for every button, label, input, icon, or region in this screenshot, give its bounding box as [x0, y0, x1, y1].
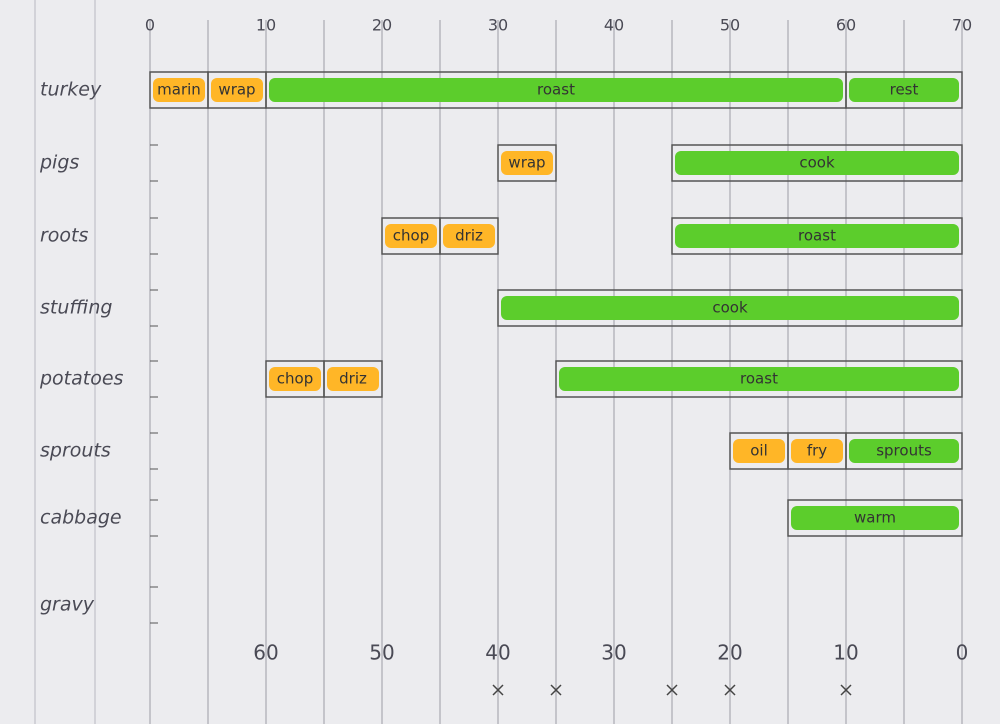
task-bar: [675, 224, 959, 248]
task-bar: [849, 439, 959, 463]
row-label: pigs: [39, 152, 79, 174]
x-marker: [666, 684, 678, 696]
task-label: wrap: [218, 81, 255, 99]
task-label: cook: [712, 299, 748, 317]
x2-tick-label: 60: [253, 641, 278, 665]
task-box: [439, 217, 499, 255]
task-box: [555, 360, 963, 398]
task-label: marin: [157, 81, 201, 99]
x2-tick-label: 40: [485, 641, 510, 665]
x-tick-label: 40: [604, 16, 624, 35]
task-box: [787, 499, 963, 537]
task-box: [323, 360, 383, 398]
task-label: chop: [277, 370, 313, 388]
x-tick-label: 10: [256, 16, 276, 35]
task-box: [497, 144, 557, 182]
x-tick-label: 70: [952, 16, 972, 35]
task-box: [845, 432, 963, 470]
x-tick-label: 20: [372, 16, 392, 35]
row-label: roots: [40, 225, 89, 247]
task-label: driz: [339, 370, 367, 388]
x-tick-label: 30: [488, 16, 508, 35]
task-label: oil: [750, 442, 768, 460]
task-bar: [791, 506, 959, 530]
task-bar: [443, 224, 495, 248]
task-bar: [501, 151, 553, 175]
task-label: fry: [807, 442, 827, 460]
task-label: roast: [537, 81, 575, 99]
x2-tick-label: 20: [717, 641, 742, 665]
task-box: [497, 289, 963, 327]
task-bar: [559, 367, 959, 391]
task-bar: [501, 296, 959, 320]
x-tick-label: 60: [836, 16, 856, 35]
x-marker: [550, 684, 562, 696]
task-label: warm: [854, 509, 896, 527]
task-bar: [385, 224, 437, 248]
row-label: potatoes: [39, 368, 124, 390]
x-marker: [840, 684, 852, 696]
task-label: cook: [799, 154, 835, 172]
task-bar: [269, 78, 843, 102]
task-bar: [327, 367, 379, 391]
x2-tick-label: 10: [833, 641, 858, 665]
task-label: sprouts: [876, 442, 932, 460]
x2-tick-label: 0: [956, 641, 969, 665]
task-bar: [791, 439, 843, 463]
x-marker: [492, 684, 504, 696]
row-label: turkey: [40, 79, 102, 101]
task-box: [671, 144, 963, 182]
row-label: cabbage: [40, 507, 122, 529]
x-tick-label: 0: [145, 16, 155, 35]
task-bar: [849, 78, 959, 102]
row-label: gravy: [40, 594, 95, 616]
x-marker: [724, 684, 736, 696]
task-bar: [733, 439, 785, 463]
row-label: stuffing: [40, 297, 112, 319]
row-label: sprouts: [40, 440, 111, 462]
task-bar: [675, 151, 959, 175]
x2-tick-label: 30: [601, 641, 626, 665]
task-label: chop: [393, 227, 429, 245]
task-label: driz: [455, 227, 483, 245]
task-bar: [153, 78, 205, 102]
x2-tick-label: 50: [369, 641, 394, 665]
task-label: roast: [798, 227, 836, 245]
task-bar: [269, 367, 321, 391]
x-tick-label: 50: [720, 16, 740, 35]
task-label: wrap: [508, 154, 545, 172]
task-box: [671, 217, 963, 255]
task-box: [845, 71, 963, 109]
task-label: rest: [890, 81, 919, 99]
task-label: roast: [740, 370, 778, 388]
task-bar: [211, 78, 263, 102]
